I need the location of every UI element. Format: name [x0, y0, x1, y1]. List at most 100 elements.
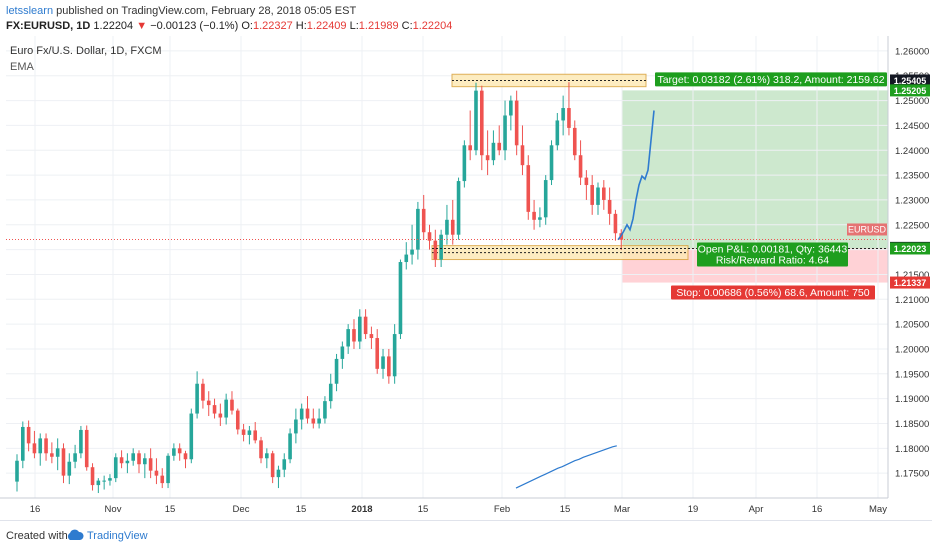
candle-body: [189, 413, 194, 460]
candle-body: [613, 213, 618, 234]
candle-body: [485, 155, 490, 161]
candle-body: [421, 208, 426, 233]
publish-line: letsslearn published on TradingView.com,…: [6, 5, 356, 17]
x-tick-label: 15: [418, 504, 429, 515]
candle-body: [555, 120, 560, 146]
candle-body: [445, 219, 449, 235]
price-chart[interactable]: Target: 0.03182 (2.61%) 318.2, Amount: 2…: [0, 36, 932, 520]
candle-body: [439, 234, 443, 260]
price-tag: 1.25205: [894, 86, 927, 96]
y-tick-label: 1.19500: [895, 369, 929, 380]
candle-body: [224, 399, 228, 418]
down-arrow-icon: ▼: [136, 20, 148, 32]
candle-body: [265, 453, 269, 459]
created-with-text: Created with: [6, 530, 68, 542]
candle-body: [195, 383, 199, 414]
chart-title: Euro Fx/U.S. Dollar, 1D, FXCM: [10, 45, 162, 57]
candle-body: [398, 262, 403, 335]
footer: Created with TradingView: [0, 520, 932, 551]
low-label: L:: [349, 20, 359, 32]
candle-body: [491, 142, 496, 161]
candle-body: [282, 459, 287, 470]
candle-body: [369, 334, 374, 339]
target-zone: [622, 90, 888, 249]
y-tick-label: 1.17500: [895, 469, 929, 480]
tradingview-link[interactable]: TradingView: [87, 530, 148, 542]
candle-body: [55, 448, 60, 457]
candle-body: [38, 438, 43, 454]
candle-body: [67, 461, 72, 476]
candle-body: [32, 443, 37, 454]
open-label: O:: [241, 20, 253, 32]
price-tag: 1.21337: [894, 278, 927, 288]
x-tick-label: 16: [30, 504, 41, 515]
header-bar: letsslearn published on TradingView.com,…: [0, 0, 932, 36]
candle-body: [323, 401, 327, 419]
candle-body: [276, 469, 281, 478]
projection-path: [617, 110, 655, 241]
candle-body: [131, 453, 135, 461]
x-tick-label: Apr: [749, 504, 764, 515]
x-tick-label: 2018: [351, 504, 372, 515]
open-value: 1.22327: [252, 20, 293, 32]
ohlc-line: FX:EURUSD, 1D 1.22204 ▼ −0.00123 (−0.1%)…: [6, 20, 452, 32]
candle-body: [160, 475, 165, 484]
candle-body: [584, 177, 589, 186]
candle-body: [543, 180, 548, 218]
candle-body: [474, 90, 478, 151]
candle-body: [387, 356, 391, 377]
target-label: Target: 0.03182 (2.61%) 318.2, Amount: 2…: [657, 74, 884, 86]
stop-label-bg: [671, 285, 875, 300]
candle-body: [480, 90, 484, 156]
candle-body: [346, 329, 350, 347]
ema-line: [515, 445, 617, 489]
candle-body: [497, 142, 502, 151]
x-tick-label: 16: [812, 504, 823, 515]
candle-body: [462, 145, 467, 182]
y-tick-label: 1.23500: [895, 171, 929, 182]
candle-body: [15, 460, 19, 482]
candle-body: [84, 429, 89, 468]
y-tick-label: 1.26000: [895, 46, 929, 57]
close-label: C:: [401, 20, 413, 32]
axes: 1.17500 1.18000 1.18500 1.19000 1.19500 1.200…: [0, 36, 930, 515]
stop-label: Stop: 0.00686 (0.56%) 68.6, Amount: 750: [676, 287, 869, 299]
x-tick-label: Mar: [614, 504, 630, 515]
y-tick-label: 1.20000: [895, 344, 929, 355]
x-tick-label: Feb: [494, 504, 510, 515]
author-link[interactable]: letsslearn: [6, 5, 54, 17]
candle-body: [392, 334, 397, 377]
candle-body: [590, 185, 594, 205]
price-tag-bg: [890, 276, 930, 289]
candle-body: [509, 100, 513, 116]
close-value: 1.22204: [412, 20, 453, 32]
candle-body: [230, 399, 234, 411]
price-tag: 1.22023: [894, 244, 927, 254]
candle-body: [172, 448, 176, 456]
indicator-name: EMA: [10, 61, 35, 73]
y-tick-label: 1.25000: [895, 96, 929, 107]
candle-body: [375, 338, 380, 369]
candle-body: [549, 145, 554, 181]
y-tick-label: 1.20500: [895, 320, 929, 331]
x-tick-label: May: [869, 504, 887, 515]
candle-body: [288, 433, 292, 460]
candle-body: [468, 145, 472, 151]
candle-body: [102, 480, 106, 482]
candle-body: [50, 453, 54, 457]
candle-body: [154, 470, 159, 476]
candle-body: [433, 240, 438, 260]
tradingview-cloud-icon: [67, 529, 84, 540]
candle-body: [21, 426, 25, 461]
price-tag-bg: [890, 84, 930, 97]
y-tick-label: 1.18500: [895, 419, 929, 430]
candle-body: [602, 187, 606, 200]
candle-body: [456, 181, 461, 235]
candle-body: [235, 410, 240, 430]
price-tag-bg: [890, 74, 930, 87]
last-price: 1.22204: [93, 20, 134, 32]
high-value: 1.22409: [306, 20, 347, 32]
sr-boxes[interactable]: [431, 73, 689, 261]
x-tick-label: 15: [296, 504, 307, 515]
pnl-label-line2: Risk/Reward Ratio: 4.64: [716, 254, 829, 266]
